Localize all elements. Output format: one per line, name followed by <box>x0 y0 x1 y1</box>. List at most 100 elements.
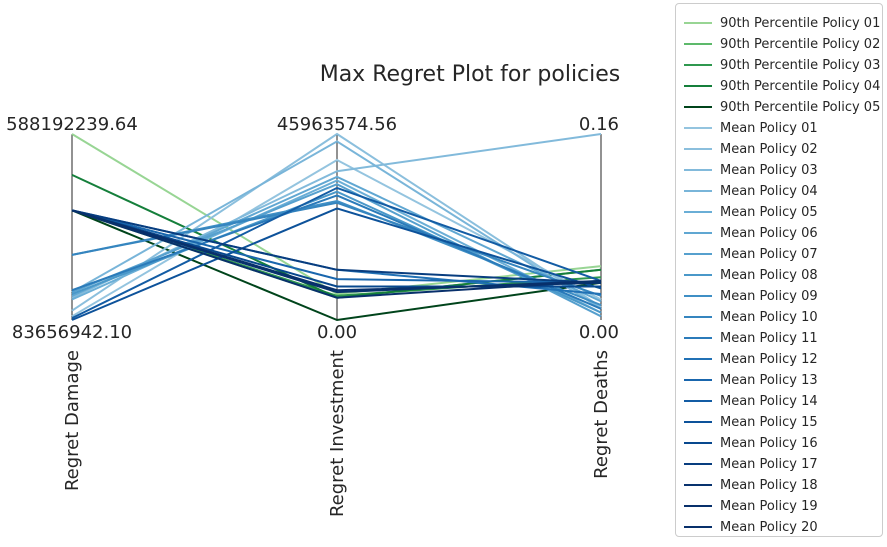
legend-item: Mean Policy 12 <box>684 350 818 368</box>
legend: 90th Percentile Policy 01 90th Percentile… <box>675 3 883 537</box>
legend-label: Mean Policy 05 <box>720 204 818 220</box>
legend-label: Mean Policy 09 <box>720 288 818 304</box>
series-line-5 <box>71 209 602 322</box>
legend-swatch <box>684 295 712 297</box>
legend-item: Mean Policy 08 <box>684 266 818 284</box>
legend-swatch <box>684 253 712 255</box>
legend-item: 90th Percentile Policy 04 <box>684 77 880 95</box>
legend-item: Mean Policy 19 <box>684 497 818 515</box>
legend-item: Mean Policy 10 <box>684 308 818 326</box>
axis-name-1: Regret Damage <box>62 350 83 491</box>
legend-swatch <box>684 85 712 87</box>
legend-item: 90th Percentile Policy 01 <box>684 14 880 32</box>
legend-item: Mean Policy 01 <box>684 119 818 137</box>
legend-item: Mean Policy 17 <box>684 455 818 473</box>
axis-name-2: Regret Investment <box>327 350 348 517</box>
legend-swatch <box>684 526 712 528</box>
legend-label: Mean Policy 03 <box>720 162 818 178</box>
axes-group <box>71 134 602 320</box>
legend-item: Mean Policy 20 <box>684 518 818 536</box>
legend-label: Mean Policy 19 <box>720 498 818 514</box>
legend-swatch <box>684 190 712 192</box>
series-line-19 <box>71 186 602 319</box>
axis-min-label-2: 0.00 <box>317 322 357 343</box>
series-line-24 <box>71 209 602 292</box>
legend-label: Mean Policy 01 <box>720 120 818 136</box>
legend-swatch <box>684 64 712 66</box>
legend-item: Mean Policy 11 <box>684 329 818 347</box>
legend-swatch <box>684 484 712 486</box>
series-line-13 <box>71 190 602 314</box>
legend-item: Mean Policy 15 <box>684 413 818 431</box>
legend-label: Mean Policy 16 <box>720 435 818 451</box>
legend-swatch <box>684 316 712 318</box>
legend-label: Mean Policy 08 <box>720 267 818 283</box>
legend-item: Mean Policy 16 <box>684 434 818 452</box>
legend-swatch <box>684 505 712 507</box>
legend-item: Mean Policy 18 <box>684 476 818 494</box>
legend-swatch <box>684 148 712 150</box>
axis-max-label-1: 588192239.64 <box>6 114 138 135</box>
legend-item: Mean Policy 03 <box>684 161 818 179</box>
legend-label: Mean Policy 02 <box>720 141 818 157</box>
legend-item: Mean Policy 07 <box>684 245 818 263</box>
chart-title: Max Regret Plot for policies <box>320 62 621 87</box>
legend-item: Mean Policy 06 <box>684 224 818 242</box>
axis-labels: 588192239.64 83656942.10 Regret Damage 4596… <box>6 114 619 517</box>
legend-label: Mean Policy 04 <box>720 183 818 199</box>
legend-swatch <box>684 421 712 423</box>
legend-swatch <box>684 337 712 339</box>
legend-item: Mean Policy 14 <box>684 392 818 410</box>
legend-swatch <box>684 400 712 402</box>
series-line-9 <box>71 140 602 310</box>
legend-swatch <box>684 106 712 108</box>
axis-max-label-2: 45963574.56 <box>277 114 397 135</box>
legend-item: 90th Percentile Policy 02 <box>684 35 880 53</box>
legend-label: Mean Policy 12 <box>720 351 818 367</box>
axis-name-3: Regret Deaths <box>591 350 612 479</box>
legend-swatch <box>684 379 712 381</box>
legend-label: 90th Percentile Policy 01 <box>720 15 881 31</box>
legend-label: Mean Policy 20 <box>720 519 818 535</box>
legend-label: 90th Percentile Policy 02 <box>720 36 881 52</box>
legend-swatch <box>684 127 712 129</box>
series-line-18 <box>71 209 602 284</box>
series-line-1 <box>71 133 602 296</box>
legend-label: Mean Policy 07 <box>720 246 818 262</box>
legend-label: Mean Policy 11 <box>720 330 818 346</box>
axis-min-label-1: 83656942.10 <box>12 322 132 343</box>
legend-label: Mean Policy 13 <box>720 372 818 388</box>
legend-swatch <box>684 22 712 24</box>
legend-item: Mean Policy 02 <box>684 140 818 158</box>
legend-label: Mean Policy 15 <box>720 414 818 430</box>
legend-item: Mean Policy 09 <box>684 287 818 305</box>
axis-max-label-3: 0.16 <box>579 114 619 135</box>
series-lines <box>71 132 602 322</box>
legend-swatch <box>684 442 712 444</box>
legend-swatch <box>684 358 712 360</box>
legend-swatch <box>684 43 712 45</box>
series-line-22 <box>71 209 602 284</box>
legend-swatch <box>684 274 712 276</box>
legend-swatch <box>684 211 712 213</box>
legend-label: 90th Percentile Policy 05 <box>720 99 881 115</box>
legend-label: Mean Policy 10 <box>720 309 818 325</box>
legend-item: 90th Percentile Policy 03 <box>684 56 880 74</box>
legend-label: Mean Policy 17 <box>720 456 818 472</box>
legend-item: 90th Percentile Policy 05 <box>684 98 880 116</box>
series-line-25 <box>71 209 602 299</box>
legend-item: Mean Policy 13 <box>684 371 818 389</box>
legend-label: 90th Percentile Policy 03 <box>720 57 881 73</box>
legend-swatch <box>684 463 712 465</box>
legend-swatch <box>684 169 712 171</box>
legend-label: Mean Policy 18 <box>720 477 818 493</box>
legend-label: Mean Policy 06 <box>720 225 818 241</box>
axis-min-label-3: 0.00 <box>579 322 619 343</box>
series-line-16 <box>71 194 602 310</box>
series-line-20 <box>71 207 602 321</box>
legend-label: Mean Policy 14 <box>720 393 818 409</box>
legend-label: 90th Percentile Policy 04 <box>720 78 881 94</box>
legend-item: Mean Policy 05 <box>684 203 818 221</box>
legend-item: Mean Policy 04 <box>684 182 818 200</box>
